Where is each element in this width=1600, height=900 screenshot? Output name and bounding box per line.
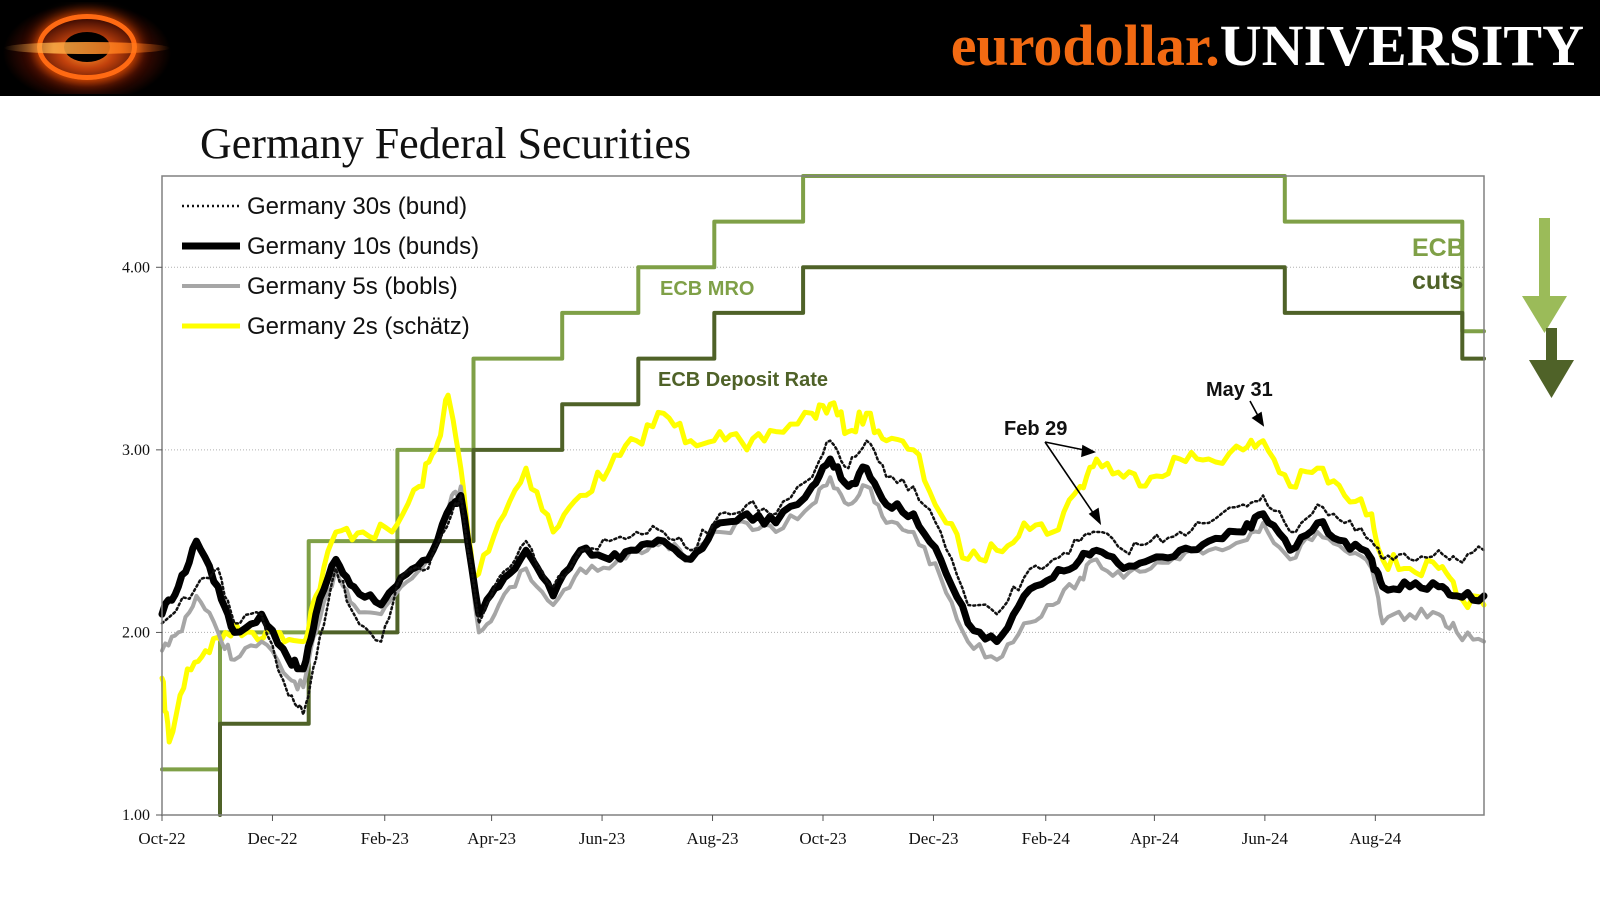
- axis-ticks: 1.00 2.00 3.00 4.00 Oct-22 Dec-22 Feb-23 Apr-23…: [122, 259, 1402, 848]
- y-tick-label: 3.00: [122, 442, 150, 459]
- y-tick-label: 2.00: [122, 624, 150, 641]
- x-tick-label: Oct-23: [799, 829, 846, 848]
- y-tick-label: 1.00: [122, 807, 150, 824]
- brand-part-eurodollar: eurodollar.: [950, 13, 1220, 78]
- legend-label-5s: Germany 5s (bobls): [247, 273, 458, 300]
- legend-label-10s: Germany 10s (bunds): [247, 233, 479, 260]
- series-line-2s: [159, 392, 1487, 745]
- header-bar: eurodollar.UNIVERSITY: [0, 0, 1600, 96]
- black-hole-logo-icon: [2, 2, 172, 94]
- yield-series-lines: [158, 392, 1488, 745]
- x-tick-label: Feb-24: [1022, 829, 1071, 848]
- x-tick-label: Dec-22: [247, 829, 297, 848]
- series-line-5s: [160, 475, 1486, 692]
- x-tick-label: Jun-24: [1242, 829, 1289, 848]
- ecb-deposit-line: [218, 265, 1486, 817]
- ecb-rate-lines: [160, 174, 1486, 817]
- chart-title: Germany Federal Securities: [200, 119, 692, 168]
- ecb-cuts-arrow-mro: [1522, 218, 1567, 333]
- y-tick-label: 4.00: [122, 259, 150, 276]
- series-line-30s: [160, 439, 1486, 716]
- x-tick-label: Apr-23: [467, 829, 516, 848]
- x-tick-label: Aug-24: [1349, 829, 1401, 848]
- series-line-10s: [158, 455, 1488, 673]
- ecb-cuts-label-line2: cuts: [1412, 267, 1463, 295]
- x-tick-label: Aug-23: [687, 829, 739, 848]
- x-tick-label: Feb-23: [361, 829, 409, 848]
- ecb-deposit-label: ECB Deposit Rate: [658, 369, 828, 391]
- x-tick-label: Dec-23: [908, 829, 958, 848]
- x-tick-label: Jun-23: [579, 829, 625, 848]
- legend: Germany 30s (bund) Germany 10s (bunds) G…: [182, 193, 479, 340]
- ecb-mro-line: [160, 174, 1486, 772]
- x-tick-label: Apr-24: [1130, 829, 1179, 848]
- ecb-mro-label: ECB MRO: [660, 278, 754, 300]
- ecb-cuts-label-line1: ECB: [1412, 234, 1465, 262]
- ecb-cuts-arrow-deposit: [1529, 328, 1574, 398]
- legend-label-30s: Germany 30s (bund): [247, 193, 467, 220]
- feb29-label: Feb 29: [1004, 418, 1067, 440]
- feb29-arrows: [1044, 441, 1102, 526]
- x-tick-label: Oct-22: [138, 829, 185, 848]
- brand-part-university: UNIVERSITY: [1219, 13, 1584, 78]
- legend-label-2s: Germany 2s (schätz): [247, 313, 470, 340]
- may31-label: May 31: [1206, 379, 1273, 401]
- may31-arrow: [1249, 400, 1265, 427]
- brand-wordmark: eurodollar.UNIVERSITY: [951, 8, 1584, 84]
